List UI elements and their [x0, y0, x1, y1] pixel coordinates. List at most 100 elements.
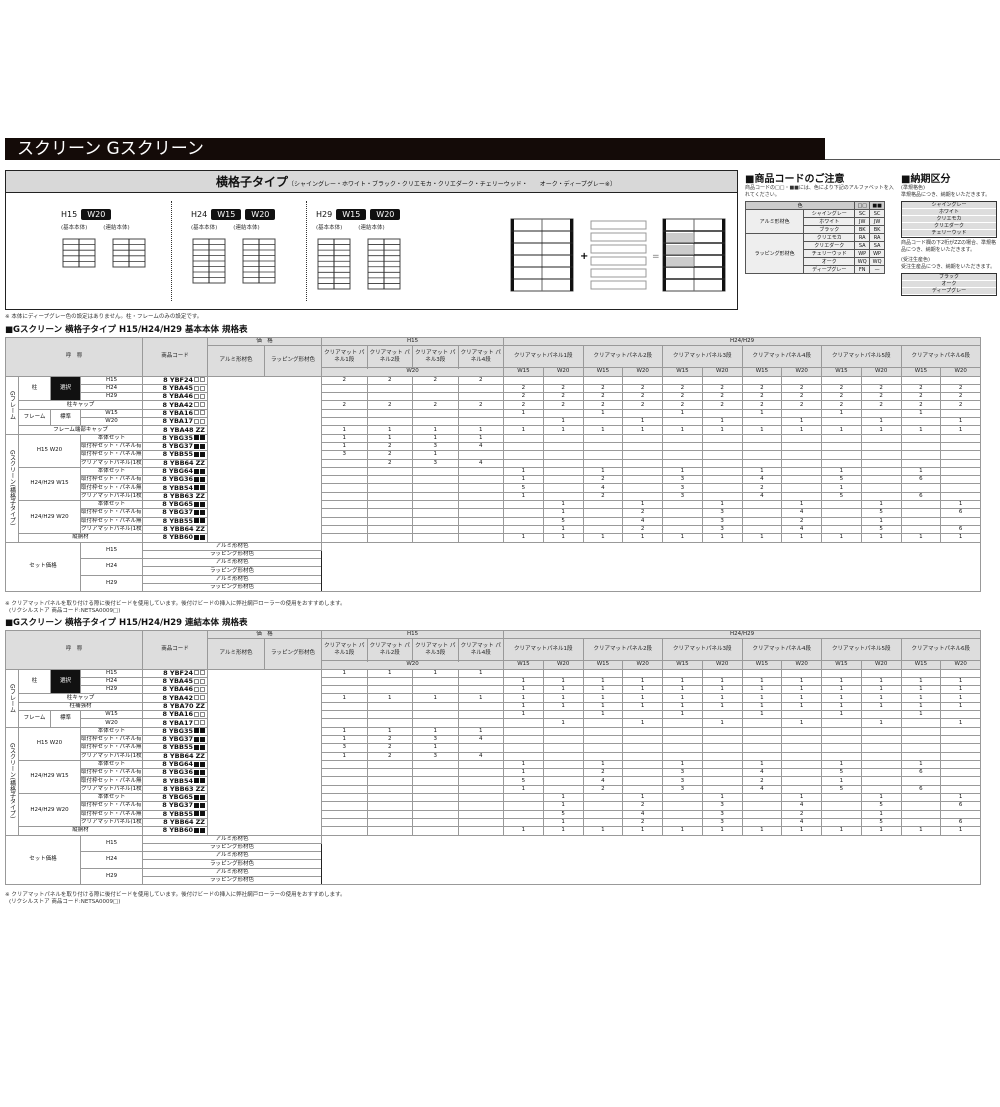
qty-cell: 1 — [940, 417, 982, 427]
blank-swatch-icon — [200, 695, 206, 701]
qty-cell — [900, 726, 942, 736]
qty-cell: 1 — [940, 533, 982, 543]
qty-cell — [542, 466, 584, 477]
qty-cell — [940, 809, 982, 819]
wrap-price-header: ラッピング形材色 — [264, 345, 323, 377]
category-label: H24/H29 W15 — [18, 759, 81, 795]
qty-cell — [582, 375, 624, 385]
qty-cell — [662, 441, 703, 452]
qty-cell: 5 — [503, 483, 544, 493]
qty-cell: 1 — [940, 826, 982, 836]
qty-cell: 1 — [821, 408, 862, 419]
qty-cell: 1 — [503, 491, 544, 502]
color-code: SC — [854, 209, 871, 218]
blank-swatch-icon — [194, 402, 200, 408]
qty-cell: 1 — [412, 433, 459, 443]
qty-cell: 1 — [622, 826, 664, 836]
qty-cell — [412, 718, 459, 728]
qty-cell: 1 — [457, 726, 505, 736]
code-text: 8 YBG64 — [162, 760, 194, 768]
code-text: 8 YBA45 — [162, 677, 194, 686]
code-text: 8 YBA46 — [162, 685, 194, 694]
qty-cell — [582, 450, 624, 460]
code-text: 8 YBG35 — [162, 727, 194, 735]
variant-labels: (基本本体) (連結本体) — [191, 223, 277, 231]
qty-cell: 4 — [781, 817, 823, 828]
product-code: 8 YBG65 — [142, 500, 209, 510]
color-name: ホワイト — [803, 217, 856, 226]
qty-cell — [321, 508, 368, 518]
qty-cell: 5 — [860, 801, 902, 811]
product-code: 8 YBA46 — [142, 392, 209, 402]
product-code: 8 YBB54 — [142, 483, 209, 493]
qty-cell — [503, 793, 544, 803]
qty-cell — [900, 524, 942, 535]
qty-cell: 1 — [781, 425, 823, 435]
table-row: 取付枠セット・パネル無(1段) 8 YBB55 321 — [6, 450, 982, 460]
qty-cell — [582, 500, 624, 510]
set-price-row: セット価格 H15 アルミ形材色 — [5, 834, 982, 886]
code-text: 8 YBG35 — [162, 434, 194, 442]
qty-cell — [457, 450, 505, 460]
price-area — [207, 668, 323, 836]
svg-text:=: = — [652, 252, 660, 262]
set-color-label: ラッピング形材色 — [142, 842, 323, 853]
qty-cell — [503, 500, 544, 510]
set-height-label: H29 — [79, 867, 144, 886]
qty-cell — [781, 375, 823, 385]
qty-cell — [940, 491, 982, 502]
qty-cell — [701, 759, 743, 770]
qty-cell — [860, 466, 902, 477]
qty-cell: 3 — [412, 751, 459, 761]
qty-cell — [542, 784, 584, 795]
qty-cell — [542, 375, 584, 385]
qty-cell: 2 — [622, 400, 664, 410]
qty-cell — [741, 524, 783, 535]
table-row: 柱キャップ 8 YBA42 1 1 1 1 1 1 1 1 1 1 1 1 1 1 1 1 — [6, 693, 982, 703]
qty-cell: 1 — [503, 475, 544, 485]
qty-cell — [781, 751, 823, 761]
qty-cell: 1 — [582, 826, 624, 836]
qty-cell: 2 — [900, 383, 942, 394]
qty-cell: 1 — [821, 483, 862, 493]
qty-cell — [457, 417, 505, 427]
color-item: オーク — [902, 281, 996, 288]
qty-cell — [457, 475, 505, 485]
qty-cell: 1 — [821, 466, 862, 477]
qty-cell: 1 — [662, 676, 703, 687]
qty-cell: 1 — [542, 685, 584, 695]
qty-cell — [781, 726, 823, 736]
color-name: シャイングレー — [803, 209, 856, 218]
color-name: ディープグレー — [803, 265, 856, 274]
item-name: 縦胴材 — [17, 826, 144, 836]
qty-cell — [412, 710, 459, 720]
qty-cell: 1 — [582, 408, 624, 419]
qty-cell — [900, 743, 942, 753]
qty-cell — [701, 743, 743, 753]
qty-cell: 4 — [781, 524, 823, 535]
blank-swatch-icon — [200, 418, 206, 424]
qty-cell — [366, 417, 414, 427]
qty-cell: 1 — [662, 710, 703, 720]
variant-figures — [316, 237, 402, 291]
qty-cell — [900, 483, 942, 493]
item-name: クリアマットパネル(1枚入) — [79, 784, 144, 795]
table-row: H24 8 YBA45 2 2 2 2 2 2 2 2 2 2 2 2 — [6, 383, 982, 394]
black-swatch-icon — [200, 501, 206, 507]
qty-cell — [781, 475, 823, 485]
black-swatch-icon — [194, 443, 200, 449]
set-color-label: アルミ形材色 — [142, 541, 323, 551]
w20-header: W20 — [622, 660, 664, 670]
item-name: H15 — [79, 668, 144, 678]
code-notice-title: ■商品コードのご注意 — [745, 174, 845, 185]
qty-cell: 1 — [701, 425, 743, 435]
qty-cell — [821, 801, 862, 811]
qty-cell: 1 — [781, 685, 823, 695]
set-price-row: セット価格 H15 アルミ形材色 — [5, 541, 982, 593]
qty-cell: 1 — [622, 685, 664, 695]
qty-cell: 6 — [900, 475, 942, 485]
qty-cell — [821, 817, 862, 828]
qty-cell — [900, 718, 942, 728]
qty-cell: 3 — [412, 734, 459, 745]
qty-cell — [741, 417, 783, 427]
